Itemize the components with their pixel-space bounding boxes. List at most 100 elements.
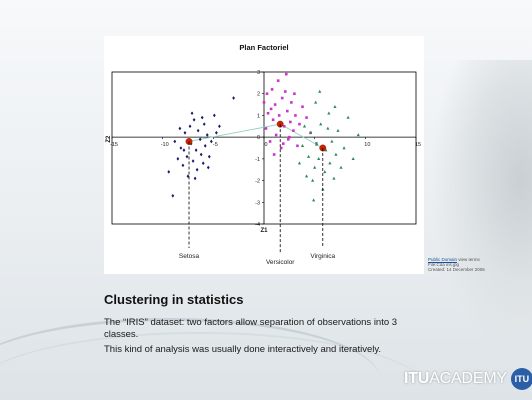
- virginica-point: [352, 157, 355, 160]
- versicolor-label: Versicolor: [266, 259, 295, 266]
- virginica-point: [347, 116, 350, 119]
- x-tick-label: -10: [161, 142, 169, 148]
- chart-title: Plan Factoriel: [239, 43, 288, 52]
- setosa-point: [232, 96, 235, 100]
- virginica-point: [323, 170, 326, 173]
- setosa-point: [201, 116, 204, 120]
- versicolor-point: [282, 142, 285, 145]
- versicolor-point: [263, 101, 266, 104]
- setosa-point: [167, 170, 170, 174]
- created-date: Created: 14 December 2006: [428, 267, 518, 272]
- versicolor-point: [284, 90, 287, 93]
- versicolor-point: [288, 136, 291, 139]
- setosa-point: [186, 155, 189, 159]
- virginica-point: [334, 153, 337, 156]
- setosa-point: [215, 131, 218, 135]
- versicolor-point: [266, 92, 269, 95]
- itu-academy-logo: ITUACADEMY ITU: [404, 368, 532, 390]
- license-suffix: view terms: [458, 257, 480, 262]
- x-tick-label: 0: [264, 142, 267, 148]
- setosa-point: [207, 166, 210, 170]
- setosa-point: [208, 155, 211, 159]
- versicolor-point: [274, 103, 277, 106]
- virginica-point: [301, 144, 304, 147]
- versicolor-point: [278, 114, 281, 117]
- versicolor-point: [286, 110, 289, 113]
- virginica-point: [330, 140, 333, 143]
- y-axis-label: Z2: [106, 135, 112, 143]
- versicolor-point: [296, 145, 299, 148]
- virginica-point: [298, 161, 301, 164]
- versicolor-point: [294, 114, 297, 117]
- versicolor-point: [298, 123, 301, 126]
- x-axis-label: Z1: [260, 228, 268, 234]
- virginica-point: [342, 146, 345, 149]
- antenna-dish-background: [430, 60, 532, 360]
- virginica-point: [307, 155, 310, 158]
- y-tick-label: 2: [257, 92, 260, 98]
- versicolor-point: [269, 140, 272, 143]
- setosa-point: [204, 144, 207, 148]
- virginica-point: [326, 127, 329, 130]
- x-tick-label: 15: [415, 142, 421, 148]
- virginica-point: [317, 157, 320, 160]
- y-tick-label: 0: [257, 135, 260, 141]
- y-tick-label: -4: [255, 222, 260, 228]
- setosa-point: [183, 148, 186, 152]
- slide-heading: Clustering in statistics: [104, 292, 243, 307]
- chart-figure: Plan Factoriel -15 -10 -5 0 5 10 15 3 2 1 0 -1 -2 -3-…: [104, 36, 424, 274]
- setosa-point: [173, 140, 176, 144]
- virginica-point: [328, 161, 331, 164]
- versicolor-point: [275, 134, 278, 137]
- virginica-point: [336, 129, 339, 132]
- setosa-point: [206, 133, 209, 137]
- setosa-point: [203, 122, 206, 126]
- x-tick-label: -5: [213, 142, 218, 148]
- setosa-point: [176, 157, 179, 161]
- y-tick-label: 3: [257, 70, 260, 76]
- setosa-point: [195, 148, 198, 152]
- versicolor-point: [270, 108, 273, 111]
- versicolor-point: [267, 112, 270, 115]
- setosa-point: [194, 177, 197, 181]
- versicolor-point: [290, 101, 293, 104]
- setosa-point: [202, 161, 205, 165]
- virginica-label: Virginica: [310, 253, 335, 260]
- setosa-point: [180, 146, 183, 150]
- setosa-point: [218, 124, 221, 128]
- itu-globe-icon: ITU: [511, 368, 532, 390]
- versicolor-point: [285, 73, 288, 76]
- virginica-point: [318, 90, 321, 93]
- versicolor-point: [277, 79, 280, 82]
- logo-text: ITUACADEMY: [404, 370, 507, 388]
- virginica-point: [303, 124, 306, 127]
- virginica-point: [332, 177, 335, 180]
- setosa-point: [192, 159, 195, 163]
- image-credit: Public Domain view terms File:Cda iris.j…: [428, 257, 518, 272]
- virginica-point: [339, 166, 342, 169]
- setosa-point: [191, 111, 194, 115]
- versicolor-point: [289, 121, 292, 124]
- body-paragraph: The “IRIS” dataset: two factors allow se…: [104, 317, 434, 341]
- versicolor-point: [272, 118, 275, 121]
- setosa-point: [189, 124, 192, 128]
- group-labels: Setosa Versicolor Virginica: [179, 124, 336, 266]
- virginica-point: [305, 174, 308, 177]
- setosa-label: Setosa: [179, 253, 200, 260]
- versicolor-point: [293, 92, 296, 95]
- y-tick-label: -3: [255, 200, 260, 206]
- scatter-chart: Plan Factoriel -15 -10 -5 0 5 10 153210-1-2-3-…: [104, 36, 424, 274]
- virginica-point: [313, 166, 316, 169]
- y-tick-label: 1: [257, 113, 260, 119]
- setosa-point: [182, 164, 185, 168]
- setosa-point: [178, 127, 181, 131]
- versicolor-point: [271, 88, 274, 91]
- setosa-point: [200, 153, 203, 157]
- versicolor-point: [265, 127, 268, 130]
- versicolor-point: [273, 153, 276, 156]
- setosa-point: [197, 129, 200, 133]
- virginica-point: [327, 111, 330, 114]
- x-tick-label: 10: [364, 142, 370, 148]
